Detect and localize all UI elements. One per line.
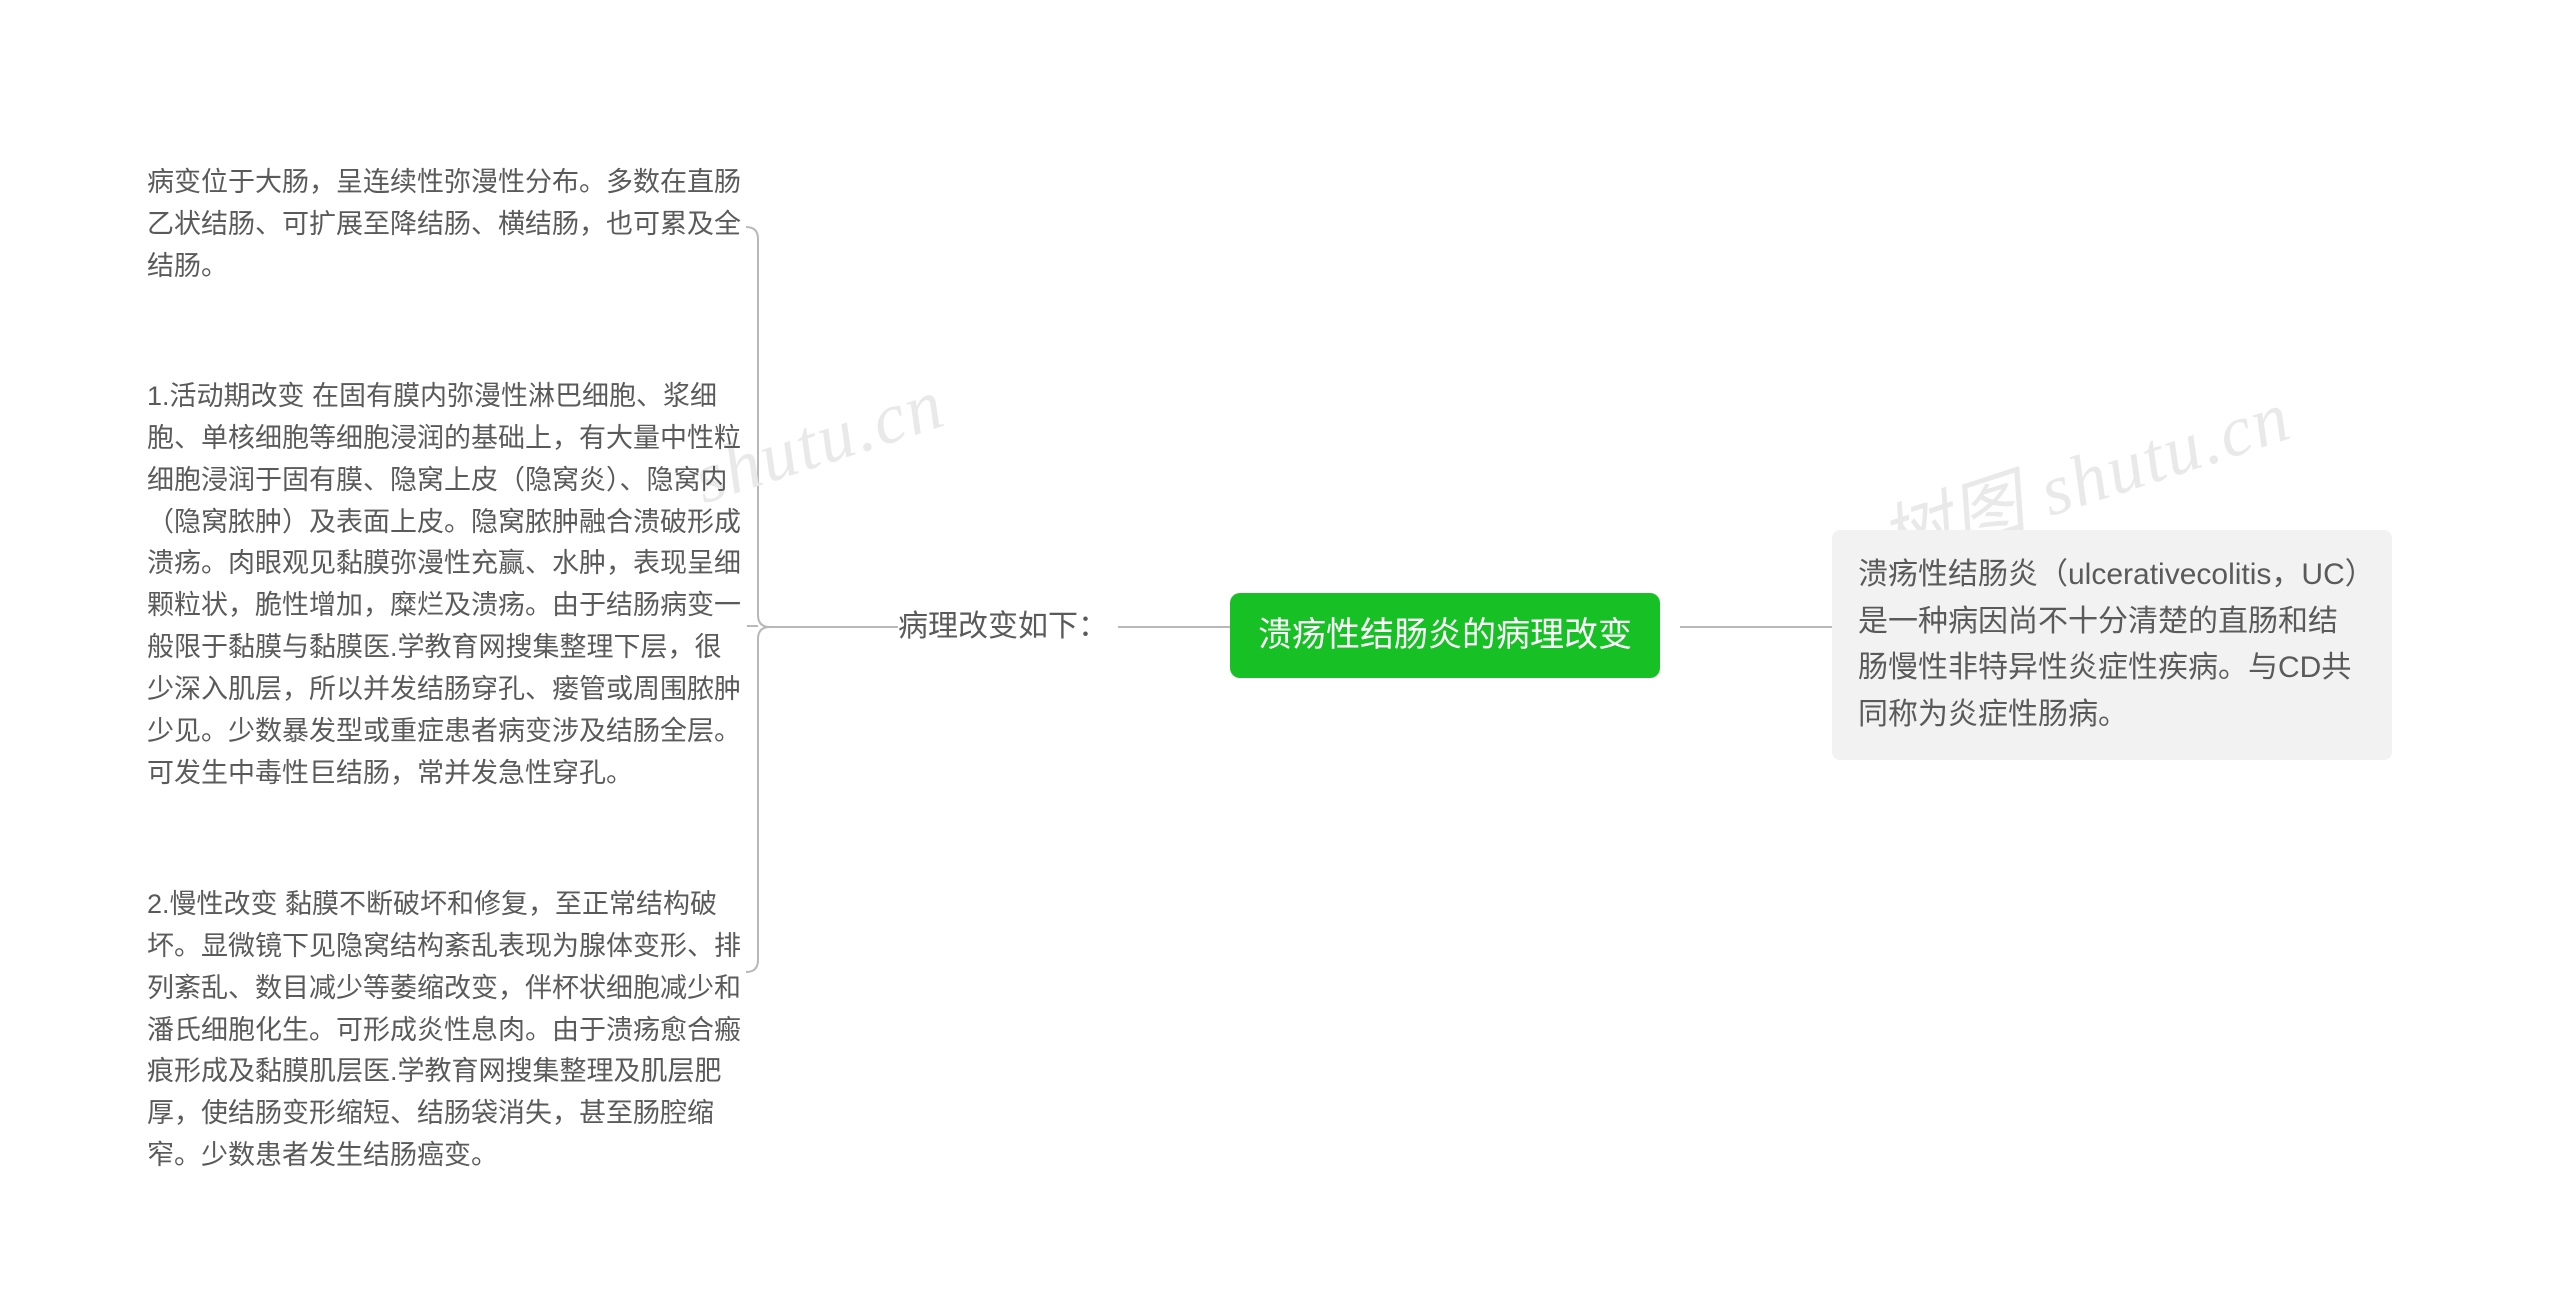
right-branch-text: 溃疡性结肠炎（ulcerativecolitis，UC）是一种病因尚不十分清楚的… bbox=[1858, 558, 2360, 731]
left-mid-text: 病理改变如下： bbox=[898, 610, 1108, 643]
leaf-node-0[interactable]: 病变位于大肠，呈连续性弥漫性分布。多数在直肠乙状结肠、可扩展至降结肠、横结肠，也… bbox=[147, 162, 747, 288]
root-label: 溃疡性结肠炎的病理改变 bbox=[1258, 616, 1632, 654]
left-mid-node[interactable]: 病理改变如下： bbox=[898, 604, 1108, 651]
leaf-node-1[interactable]: 1.活动期改变 在固有膜内弥漫性淋巴细胞、浆细胞、单核细胞等细胞浸润的基础上，有… bbox=[147, 376, 747, 794]
leaf-text: 2.慢性改变 黏膜不断破坏和修复，至正常结构破坏。显微镜下见隐窝结构紊乱表现为腺… bbox=[147, 889, 741, 1170]
right-branch-node[interactable]: 溃疡性结肠炎（ulcerativecolitis，UC）是一种病因尚不十分清楚的… bbox=[1832, 530, 2392, 760]
mindmap-container: shutu.cn 树图 shutu.cn 溃疡性结肠炎的病理改变 溃疡性结肠炎（… bbox=[0, 0, 2560, 1295]
leaf-node-2[interactable]: 2.慢性改变 黏膜不断破坏和修复，至正常结构破坏。显微镜下见隐窝结构紊乱表现为腺… bbox=[147, 884, 747, 1177]
leaf-text: 1.活动期改变 在固有膜内弥漫性淋巴细胞、浆细胞、单核细胞等细胞浸润的基础上，有… bbox=[147, 381, 741, 788]
root-node[interactable]: 溃疡性结肠炎的病理改变 bbox=[1230, 593, 1660, 678]
leaf-text: 病变位于大肠，呈连续性弥漫性分布。多数在直肠乙状结肠、可扩展至降结肠、横结肠，也… bbox=[147, 167, 741, 281]
